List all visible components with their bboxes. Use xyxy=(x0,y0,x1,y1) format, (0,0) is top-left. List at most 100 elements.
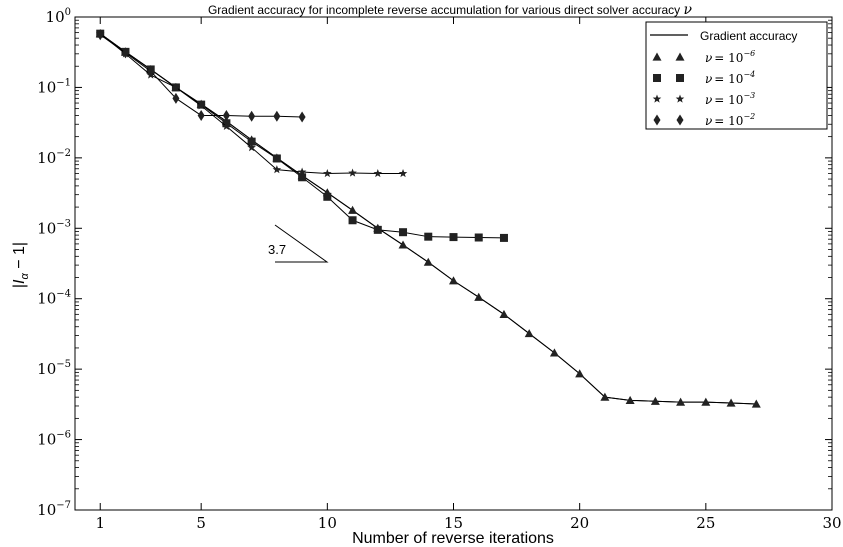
data-point-square xyxy=(373,225,382,234)
series-4 xyxy=(96,29,306,123)
data-point-triangle xyxy=(348,205,358,214)
legend-entry: ν = 10−4 xyxy=(653,70,755,86)
data-point-diamond xyxy=(172,92,180,104)
data-point-triangle xyxy=(726,398,736,407)
y-axis-label-part: − 1| xyxy=(11,242,28,273)
data-point-triangle xyxy=(676,397,686,406)
data-point-triangle xyxy=(499,309,509,318)
series-3 xyxy=(95,29,408,178)
slope-annotation: 3.7 xyxy=(268,224,329,263)
legend-marker-star xyxy=(675,94,685,103)
legend-marker-square xyxy=(676,74,684,82)
data-point-diamond xyxy=(96,29,104,41)
data-point-square xyxy=(272,154,281,163)
data-point-star xyxy=(272,165,282,174)
data-point-square xyxy=(449,233,458,242)
legend-label: ν = 10−2 xyxy=(705,112,755,128)
legend-entry: ν = 10−3 xyxy=(652,91,755,107)
x-tick-label: 20 xyxy=(570,514,589,532)
data-point-triangle xyxy=(625,395,635,404)
data-point-triangle xyxy=(398,240,408,249)
data-point-star xyxy=(171,82,181,92)
data-point-square xyxy=(247,137,256,146)
data-point-star xyxy=(373,168,383,178)
data-point-triangle xyxy=(575,369,585,378)
y-axis-label: |Iα − 1| xyxy=(11,242,31,288)
x-tick-label: 30 xyxy=(822,514,841,532)
data-point-star xyxy=(297,167,307,176)
legend-entry: ν = 10−6 xyxy=(652,49,755,65)
series-2 xyxy=(96,29,508,242)
x-tick-label: 15 xyxy=(444,514,463,532)
legend-marker-star xyxy=(652,94,662,103)
legend-label: Gradient accuracy xyxy=(700,29,797,43)
data-point-triangle xyxy=(650,396,660,405)
y-tick-label: 10−6 xyxy=(37,430,71,449)
series-line xyxy=(99,33,504,239)
x-tick-label: 10 xyxy=(318,514,337,532)
data-point-triangle xyxy=(751,399,761,408)
y-tick-label: 10−1 xyxy=(37,77,71,96)
y-tick-label: 10−7 xyxy=(37,500,71,519)
legend-label: ν = 10−3 xyxy=(705,91,755,107)
data-point-diamond xyxy=(197,109,205,121)
slope-triangle xyxy=(274,224,329,263)
legend-marker-triangle xyxy=(675,52,685,61)
y-axis-label-part: α xyxy=(19,272,31,279)
data-point-diamond xyxy=(298,111,306,123)
x-tick-label: 1 xyxy=(95,514,105,532)
data-point-square xyxy=(399,228,408,237)
data-point-star xyxy=(323,168,332,178)
data-point-star xyxy=(222,121,231,131)
chart-title: Gradient accuracy for incomplete reverse… xyxy=(208,2,693,18)
axis-ticks: 1 5 10 15 20 25 3010010−110−210−310−410−510−61… xyxy=(37,7,841,532)
y-tick-label: 100 xyxy=(46,7,71,26)
data-point-diamond xyxy=(147,65,155,77)
data-point-star xyxy=(398,168,408,178)
legend-marker-square xyxy=(653,74,661,82)
legend-label: ν = 10−6 xyxy=(705,49,755,65)
data-point-square xyxy=(474,233,483,242)
data-point-diamond xyxy=(222,109,230,121)
data-point-triangle xyxy=(449,276,458,285)
series-line xyxy=(99,33,404,174)
data-point-diamond xyxy=(248,110,256,122)
y-axis-label-part: | xyxy=(11,284,28,288)
y-tick-label: 10−5 xyxy=(37,359,71,378)
data-point-star xyxy=(247,143,256,152)
legend-entry: Gradient accuracy xyxy=(650,29,797,43)
y-tick-label: 10−3 xyxy=(37,218,71,237)
x-tick-label: 25 xyxy=(696,514,715,532)
data-point-triangle xyxy=(549,348,559,357)
data-point-triangle xyxy=(423,257,433,266)
legend: Gradient accuracy ν = 10−6 ν = 10−4 ν = 10−3 ν =… xyxy=(645,21,828,130)
data-point-diamond xyxy=(121,47,129,59)
legend-marker-diamond xyxy=(653,114,661,126)
legend-marker-diamond xyxy=(676,114,684,126)
y-tick-label: 10−4 xyxy=(37,289,71,308)
chart-title-symbol: ν xyxy=(684,2,693,18)
y-axis-label-part: I xyxy=(11,279,28,284)
data-point-diamond xyxy=(273,110,281,122)
x-tick-label: 5 xyxy=(196,514,206,532)
legend-entry: ν = 10−2 xyxy=(653,112,755,128)
data-point-triangle xyxy=(701,397,711,406)
y-tick-label: 10−2 xyxy=(37,148,71,167)
legend-marker-triangle xyxy=(652,52,662,61)
legend-label: ν = 10−4 xyxy=(705,70,755,86)
data-point-star xyxy=(348,168,357,177)
series-layer xyxy=(95,29,761,408)
data-point-square xyxy=(323,192,332,201)
chart-title-text: Gradient accuracy for incomplete reverse… xyxy=(208,3,684,17)
data-point-triangle xyxy=(600,392,610,401)
data-point-square xyxy=(499,233,508,242)
data-point-square xyxy=(348,216,357,225)
data-point-square xyxy=(298,173,307,182)
data-point-square xyxy=(424,232,433,241)
data-point-triangle xyxy=(524,329,534,338)
data-point-triangle xyxy=(474,292,484,301)
data-point-star xyxy=(196,101,206,110)
slope-label: 3.7 xyxy=(268,242,286,257)
x-axis-label: Number of reverse iterations xyxy=(352,530,554,547)
